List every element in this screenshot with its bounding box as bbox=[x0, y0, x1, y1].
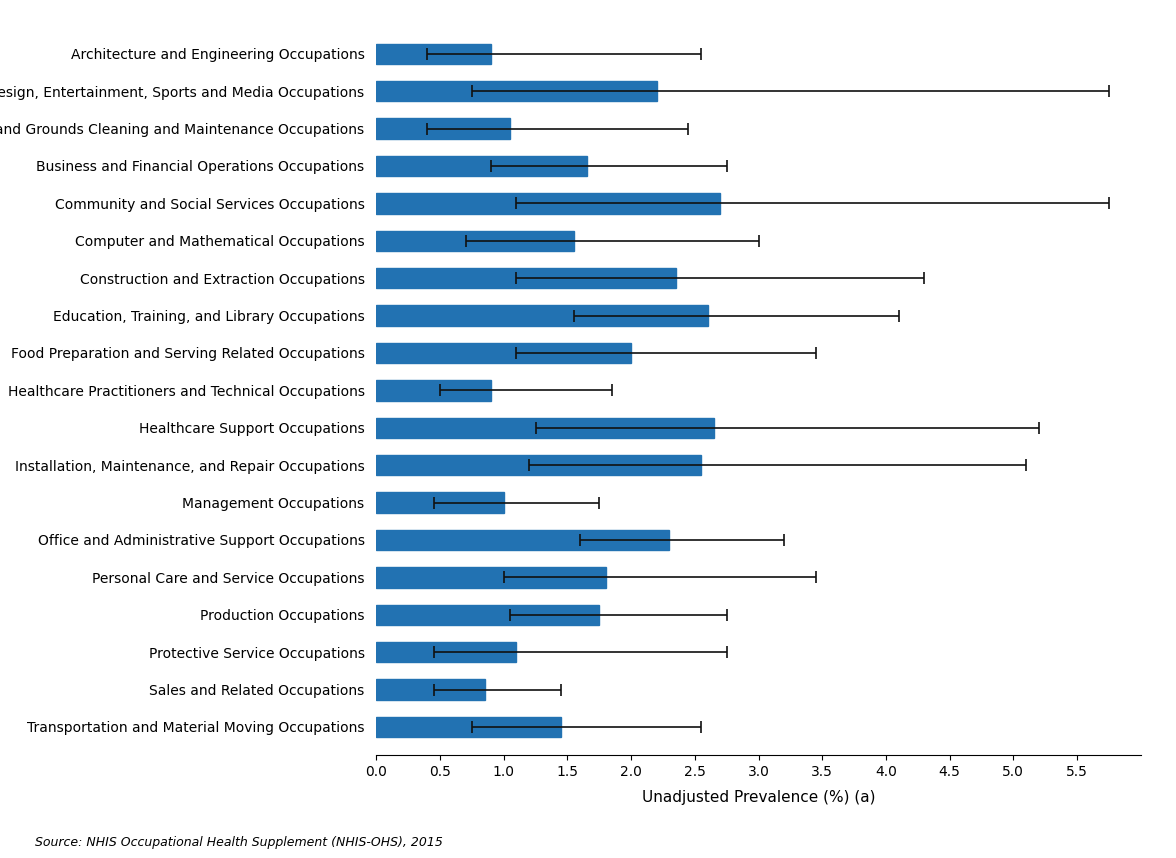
Bar bbox=[376, 642, 516, 662]
Bar bbox=[376, 118, 510, 139]
Bar bbox=[376, 567, 606, 588]
Bar bbox=[376, 680, 485, 700]
Bar bbox=[376, 193, 720, 214]
Bar bbox=[376, 44, 492, 64]
Bar bbox=[376, 305, 708, 326]
Bar bbox=[376, 605, 600, 625]
Text: Source: NHIS Occupational Health Supplement (NHIS-OHS), 2015: Source: NHIS Occupational Health Supplem… bbox=[35, 837, 443, 849]
Bar bbox=[376, 529, 669, 550]
Bar bbox=[376, 231, 574, 251]
X-axis label: Unadjusted Prevalence (%) (a): Unadjusted Prevalence (%) (a) bbox=[642, 790, 875, 805]
Bar bbox=[376, 418, 714, 438]
Bar bbox=[376, 716, 561, 737]
Bar bbox=[376, 380, 492, 401]
Bar bbox=[376, 268, 676, 288]
Bar bbox=[376, 81, 656, 101]
Bar bbox=[376, 492, 503, 513]
Bar bbox=[376, 342, 632, 363]
Bar bbox=[376, 155, 587, 176]
Bar bbox=[376, 455, 701, 475]
